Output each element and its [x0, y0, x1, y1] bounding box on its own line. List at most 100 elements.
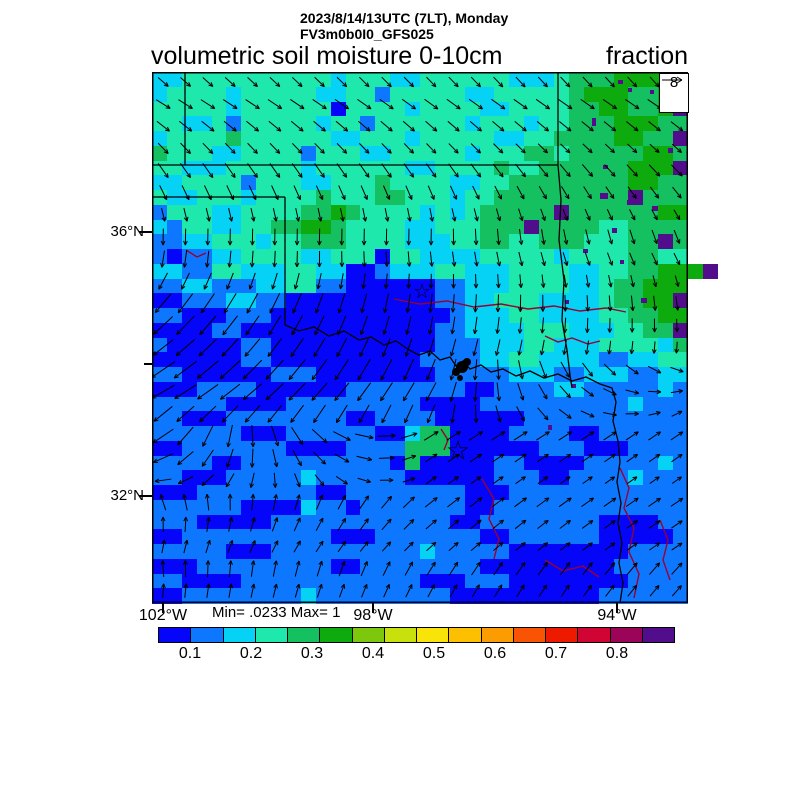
- wind-arrow: [524, 431, 528, 436]
- wind-arrow: [229, 493, 233, 499]
- moisture-cell: [226, 101, 242, 117]
- wind-arrow: [187, 107, 193, 109]
- wind-arrow: [457, 497, 461, 502]
- wind-arrow: [451, 404, 456, 424]
- wind-arrow: [189, 126, 193, 132]
- wind-arrow: [604, 164, 616, 177]
- wind-arrow: [426, 76, 437, 88]
- wind-arrow: [429, 308, 433, 313]
- wind-arrow: [609, 328, 613, 333]
- wind-arrow: [603, 411, 617, 416]
- lake-pixel: [565, 300, 569, 304]
- wind-arrow: [652, 327, 656, 333]
- wind-arrow: [675, 282, 679, 287]
- wind-arrow: [656, 391, 662, 395]
- wind-arrow: [255, 149, 258, 154]
- moisture-cell: [330, 558, 361, 574]
- wind-arrow: [581, 164, 594, 177]
- wind-arrow: [160, 516, 164, 522]
- wind-arrow: [162, 196, 167, 201]
- wind-arrow: [334, 359, 349, 381]
- wind-arrow: [479, 104, 483, 110]
- wind-arrow: [518, 339, 523, 356]
- wind-arrow: [476, 174, 481, 178]
- wind-arrow: [155, 310, 160, 314]
- wind-arrow: [411, 541, 414, 547]
- wind-arrow: [251, 240, 255, 246]
- colorbar-label: 0.2: [239, 645, 263, 662]
- wind-arrow: [610, 542, 615, 545]
- moisture-cell: [658, 381, 674, 397]
- wind-arrow: [186, 84, 191, 87]
- moisture-cell: [420, 396, 481, 412]
- wind-arrow: [670, 121, 684, 132]
- wind-arrow: [559, 453, 571, 463]
- wind-arrow: [386, 151, 392, 154]
- wind-arrow: [428, 240, 432, 246]
- wind-arrow: [428, 338, 435, 357]
- wind-arrow: [297, 151, 303, 154]
- wind-arrow: [451, 316, 456, 335]
- wind-arrow: [656, 497, 661, 500]
- moisture-cell: [286, 263, 317, 279]
- wind-arrow: [253, 560, 256, 566]
- wind-arrow: [409, 174, 414, 178]
- wind-arrow: [256, 104, 260, 109]
- moisture-cell: [598, 529, 674, 545]
- wind-arrow: [320, 174, 325, 178]
- moisture-cell: [628, 160, 674, 176]
- wind-arrow: [474, 404, 477, 423]
- wind-arrow: [680, 562, 683, 568]
- wind-arrow: [272, 262, 275, 268]
- wind-arrow: [367, 459, 372, 462]
- wind-arrow: [635, 562, 638, 568]
- wind-arrow: [446, 98, 461, 110]
- moisture-cell: [405, 131, 421, 147]
- wind-arrow: [377, 435, 396, 437]
- wind-arrow: [612, 520, 616, 525]
- wind-arrow: [568, 431, 573, 436]
- wind-arrow: [447, 120, 460, 132]
- wind-arrow: [634, 392, 639, 395]
- moisture-cell: [256, 175, 302, 191]
- wind-arrow: [607, 283, 612, 288]
- wind-arrow: [498, 283, 501, 289]
- wind-arrow: [288, 377, 294, 380]
- wind-arrow: [475, 274, 477, 289]
- wind-arrow: [565, 374, 570, 378]
- wind-arrow: [631, 349, 635, 355]
- wind-arrow: [678, 431, 683, 434]
- lake-pixel: [612, 228, 617, 233]
- wind-arrow: [565, 584, 570, 588]
- wind-arrow: [385, 284, 389, 289]
- wind-arrow: [468, 431, 483, 441]
- wind-arrow: [265, 359, 284, 380]
- wind-arrow: [648, 411, 661, 416]
- moisture-cell: [330, 529, 376, 545]
- moisture-cell: [449, 308, 466, 324]
- wind-arrow: [315, 293, 324, 314]
- wind-arrow: [516, 185, 525, 200]
- wind-arrow: [523, 584, 525, 590]
- wind-arrow: [608, 216, 613, 221]
- wind-arrow: [403, 163, 414, 178]
- wind-arrow: [226, 285, 231, 290]
- wind-arrow: [379, 98, 394, 110]
- moisture-cell: [405, 219, 436, 235]
- river-line: [619, 467, 640, 599]
- wind-arrow: [296, 517, 301, 522]
- wind-arrow: [429, 262, 433, 267]
- wind-arrow: [406, 284, 409, 289]
- wind-arrow: [311, 398, 317, 401]
- wind-arrow: [494, 185, 502, 200]
- wind-arrow: [244, 338, 261, 357]
- wind-arrow: [318, 240, 322, 246]
- wind-arrow: [409, 518, 414, 522]
- moisture-cell: [628, 175, 659, 191]
- wind-arrow: [313, 451, 326, 465]
- wind-arrow: [177, 308, 180, 313]
- wind-arrow: [654, 195, 659, 199]
- wind-arrow: [543, 283, 546, 288]
- wind-arrow: [401, 455, 416, 461]
- wind-arrow: [184, 240, 188, 246]
